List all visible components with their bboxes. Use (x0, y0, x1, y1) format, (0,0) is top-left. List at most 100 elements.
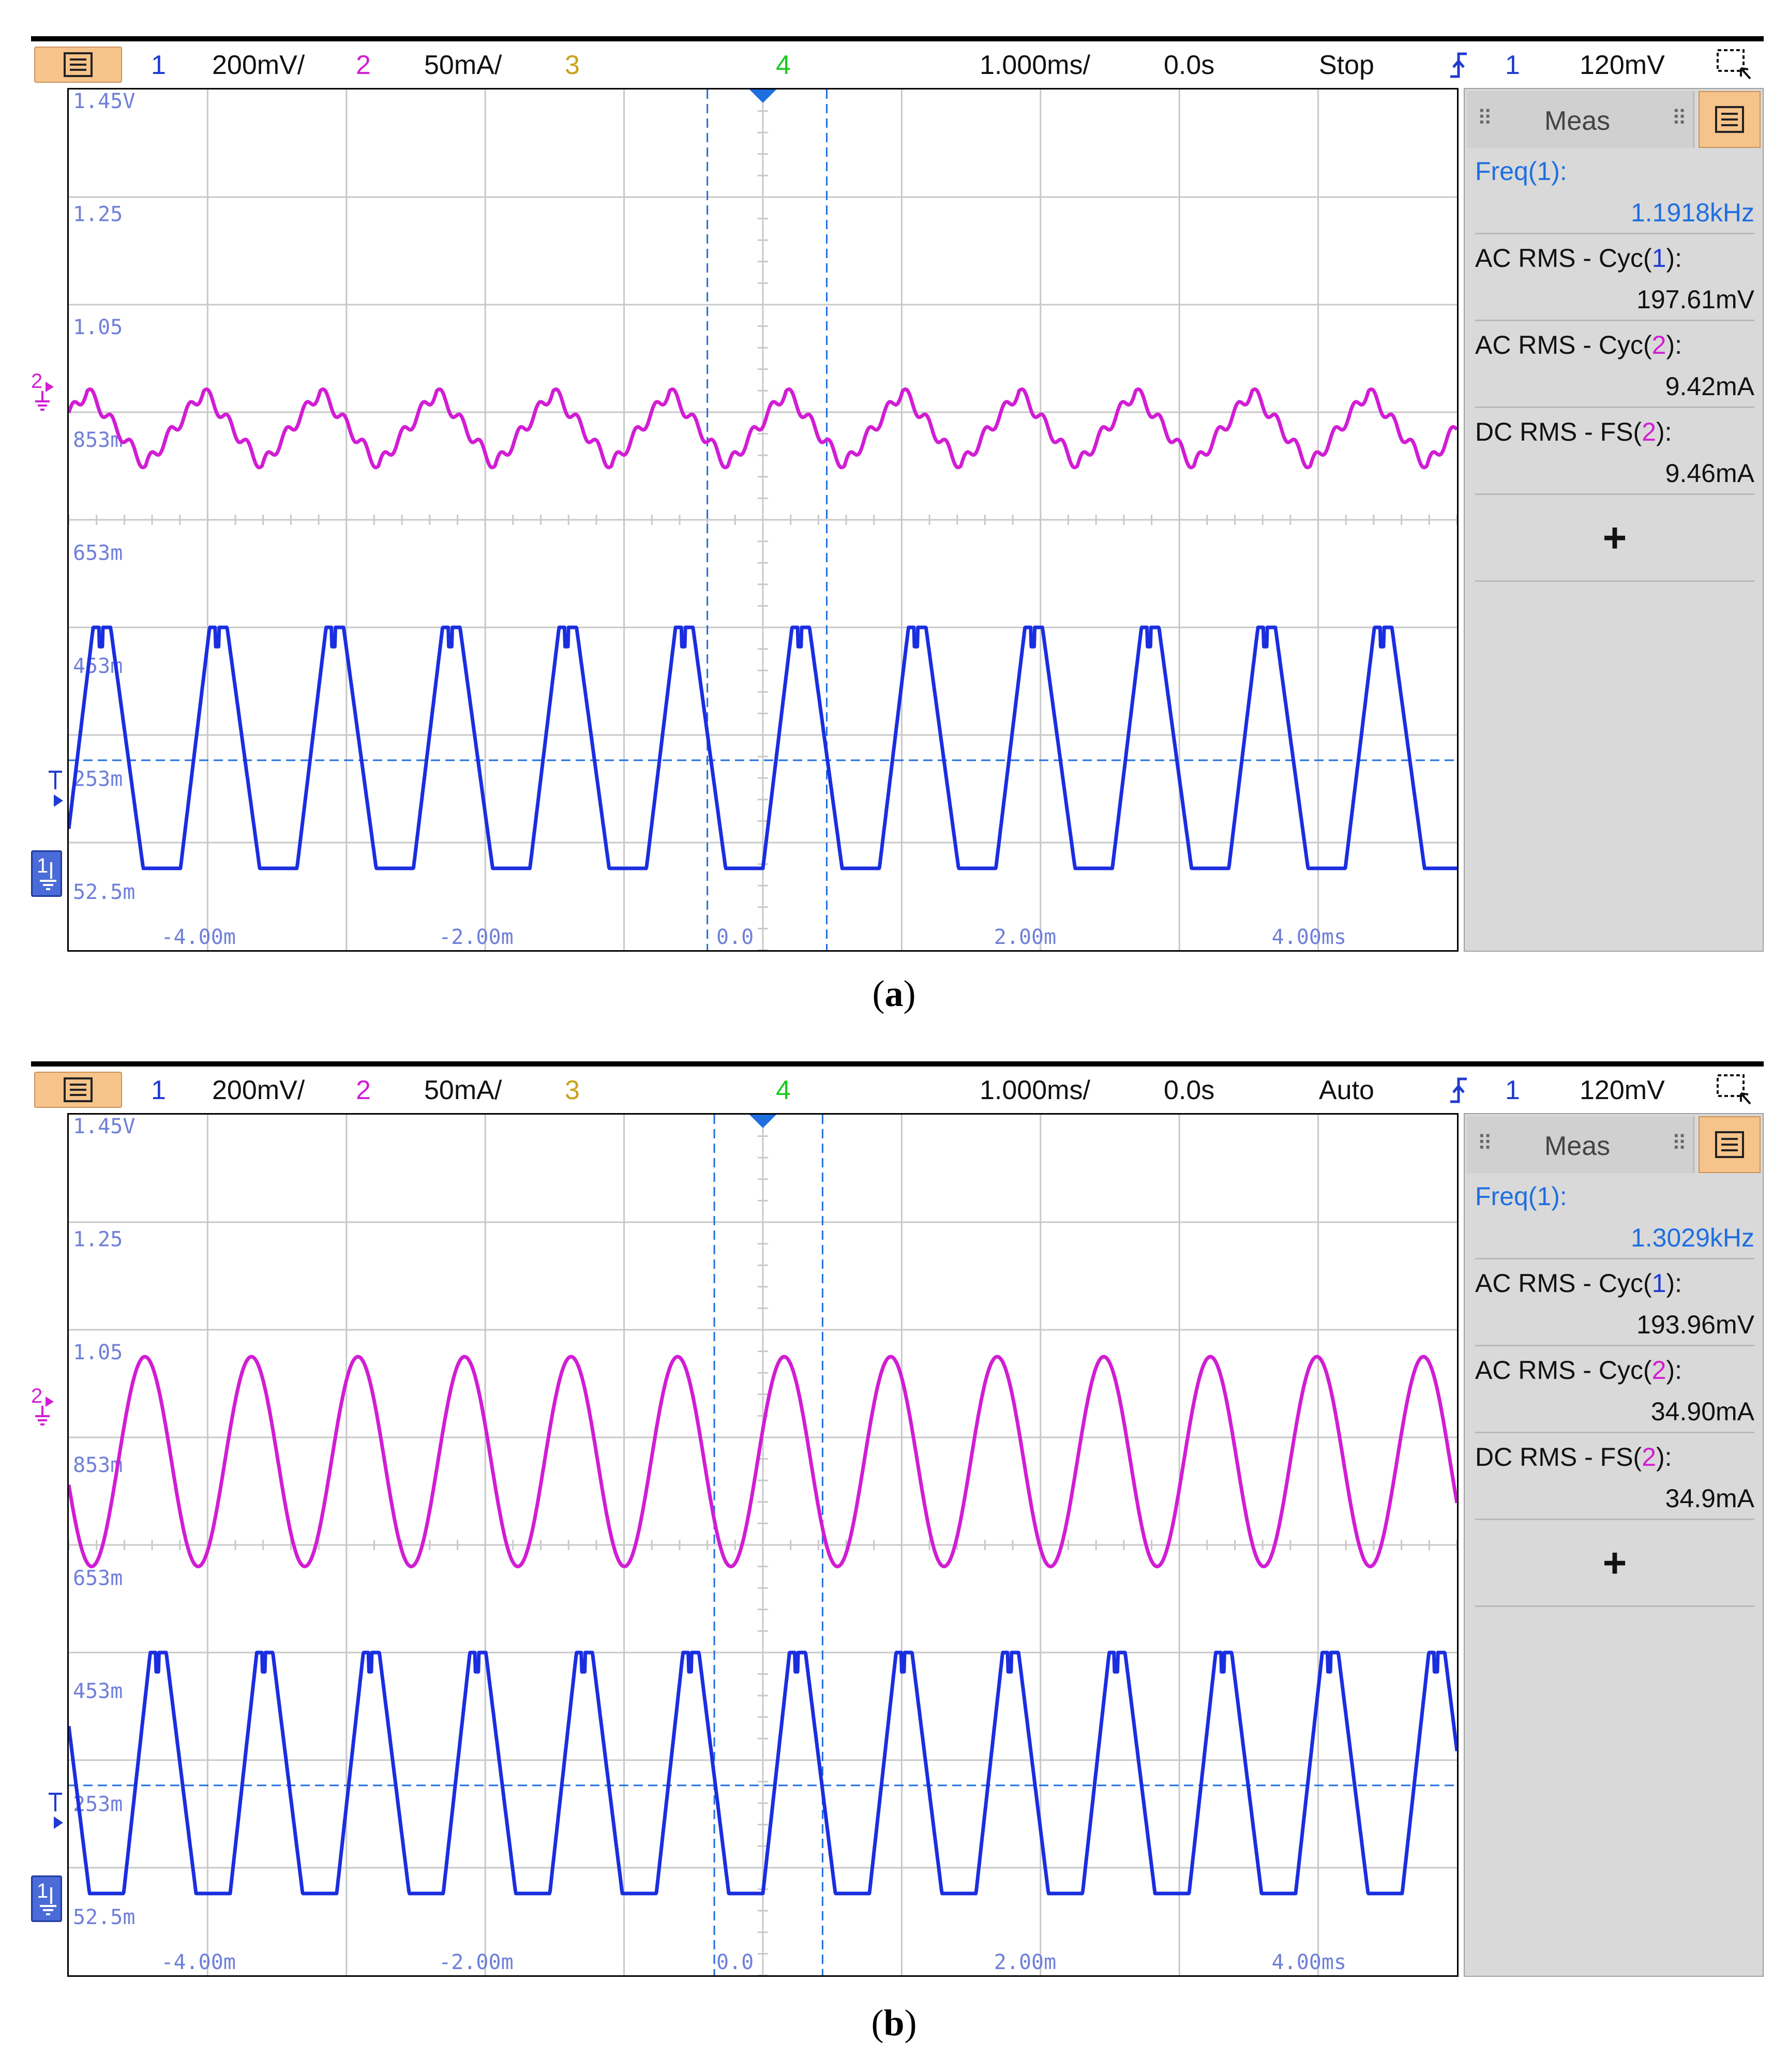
ch2-label[interactable]: 2 (356, 50, 371, 80)
meas-tab[interactable]: ⠿ Meas ⠿ (1467, 91, 1694, 148)
meas-name[interactable]: AC RMS - Cyc(2): (1475, 1355, 1754, 1385)
meas-value: 34.90mA (1650, 1397, 1754, 1426)
run-state[interactable]: Auto (1319, 1075, 1374, 1105)
caption-b: (b) (871, 2002, 917, 2044)
timebase[interactable]: 1.000ms/ (980, 1075, 1090, 1105)
meas-separator (1475, 1345, 1754, 1346)
meas-name-text: ): (1551, 1182, 1567, 1211)
ch1-ground-icon: 1 (37, 1880, 56, 1915)
meas-name-text: ): (1666, 1356, 1682, 1385)
meas-name-text: ): (1656, 417, 1672, 446)
meas-value: 1.3029kHz (1630, 1223, 1754, 1252)
y-tick-label: 1.25 (73, 1227, 123, 1251)
ch1-scale[interactable]: 200mV/ (212, 1075, 305, 1105)
series-ch1-trace (69, 1650, 1457, 1896)
meas-separator (1475, 580, 1754, 582)
y-tick-label: 453m (73, 1679, 123, 1703)
trigger-level-marker[interactable] (47, 1791, 67, 1832)
meas-name-text: Freq( (1475, 1182, 1537, 1211)
menu-icon (64, 52, 93, 77)
meas-separator (1475, 493, 1754, 495)
main-menu-button[interactable] (34, 47, 122, 83)
meas-name[interactable]: AC RMS - Cyc(2): (1475, 330, 1754, 360)
ch2-label[interactable]: 2 (356, 1075, 371, 1105)
main-menu-button[interactable] (34, 1072, 122, 1108)
trigger-position-marker (749, 89, 776, 103)
trigger-source[interactable]: 1 (1505, 50, 1520, 80)
waveform-plot[interactable]: 1.45V1.251.05853m653m453m253m52.5m-4.00m… (69, 89, 1457, 950)
y-tick-label: 52.5m (73, 880, 135, 904)
delay[interactable]: 0.0s (1164, 50, 1215, 80)
trigger-level[interactable]: 120mV (1580, 1075, 1665, 1105)
add-measurement-button[interactable]: + (1602, 1540, 1627, 1586)
trigger-level[interactable]: 120mV (1580, 50, 1665, 80)
zoom-select-icon[interactable] (1716, 49, 1752, 81)
waveform-display[interactable]: 1.45V 1.25 1.05 853m 653m 453m 253m 52.5m -4.00m… (67, 88, 1459, 952)
y-tick-label: 853m (73, 428, 123, 452)
meas-tab[interactable]: ⠿ Meas ⠿ (1467, 1116, 1694, 1173)
run-state[interactable]: Stop (1319, 50, 1374, 80)
trigger-level-marker[interactable] (47, 769, 67, 810)
ch2-ground-marker[interactable]: 2 (31, 370, 65, 421)
meas-name-text: AC RMS - Cyc( (1475, 244, 1652, 273)
meas-menu-button[interactable] (1699, 91, 1761, 148)
toolbar: 1 200mV/ 2 50mA/ 3 4 1.000ms/ 0.0s Stop … (31, 36, 1764, 84)
series-ch1-trace (69, 625, 1457, 870)
meas-name[interactable]: Freq(1): (1475, 1181, 1754, 1211)
meas-name[interactable]: AC RMS - Cyc(1): (1475, 243, 1754, 273)
meas-value: 1.1918kHz (1630, 198, 1754, 227)
ch2-ground-icon: 2 (31, 1385, 54, 1425)
zoom-select-icon[interactable] (1716, 1074, 1752, 1106)
ch1-ground-marker[interactable]: 1 (31, 1875, 62, 1922)
meas-name-text: DC RMS - FS( (1475, 417, 1642, 446)
y-tick-label: 653m (73, 1567, 123, 1590)
meas-name[interactable]: DC RMS - FS(2): (1475, 1442, 1754, 1472)
x-tick-label: 4.00ms (1272, 1950, 1347, 1974)
ch2-scale[interactable]: 50mA/ (424, 1075, 502, 1105)
waveform-plot[interactable]: 1.45V1.251.05853m653m453m253m52.5m-4.00m… (69, 1115, 1457, 1975)
ch1-ground-marker[interactable]: 1 (31, 850, 62, 897)
meas-value: 197.61mV (1636, 285, 1754, 314)
meas-menu-button[interactable] (1699, 1116, 1761, 1173)
caption-letter: b (883, 2002, 905, 2044)
ch1-ground-icon: 1 (37, 854, 56, 890)
add-measurement-button[interactable]: + (1602, 515, 1627, 561)
y-tick-label: 653m (73, 542, 123, 565)
meas-value: 9.42mA (1665, 372, 1754, 401)
ch2-ground-marker[interactable]: 2 (31, 1385, 65, 1435)
measurement-panel: ⠿ Meas ⠿ Freq(1): 1.1918kHz AC RMS - Cyc(1… (1464, 88, 1764, 952)
series-ch2-trace (69, 387, 1457, 470)
meas-name[interactable]: AC RMS - Cyc(1): (1475, 1268, 1754, 1298)
waveform-display[interactable]: 1.45V 1.25 1.05 853m 653m 453m 253m 52.5m -4.00m… (67, 1113, 1459, 1977)
x-tick-label: 4.00ms (1272, 925, 1347, 949)
ch2-scale[interactable]: 50mA/ (424, 50, 502, 80)
ch3-label[interactable]: 3 (565, 1075, 580, 1105)
x-tick-label: 2.00m (994, 1950, 1056, 1974)
svg-text:2: 2 (31, 372, 42, 393)
measurement-panel: ⠿ Meas ⠿ Freq(1): 1.3029kHz AC RMS - Cyc(1… (1464, 1113, 1764, 1977)
menu-icon (1715, 1131, 1744, 1158)
x-tick-label: 0.0 (716, 925, 754, 949)
meas-name[interactable]: DC RMS - FS(2): (1475, 417, 1754, 447)
menu-icon (1715, 106, 1744, 133)
timebase[interactable]: 1.000ms/ (980, 50, 1090, 80)
svg-text:2: 2 (31, 1387, 42, 1407)
ch1-scale[interactable]: 200mV/ (212, 50, 305, 80)
ch4-label[interactable]: 4 (776, 50, 791, 80)
x-tick-label: -4.00m (161, 1950, 236, 1974)
meas-name-text: ): (1551, 157, 1567, 186)
trigger-edge-icon[interactable] (1448, 1076, 1469, 1105)
trigger-source[interactable]: 1 (1505, 1075, 1520, 1105)
grip-icon: ⠿ (1672, 107, 1687, 130)
ch1-label[interactable]: 1 (151, 50, 166, 80)
ch1-label[interactable]: 1 (151, 1075, 166, 1105)
delay[interactable]: 0.0s (1164, 1075, 1215, 1105)
ch3-label[interactable]: 3 (565, 50, 580, 80)
ch4-label[interactable]: 4 (776, 1075, 791, 1105)
y-tick-label: 853m (73, 1453, 123, 1477)
x-tick-label: -2.00m (439, 1950, 514, 1974)
trigger-edge-icon[interactable] (1448, 51, 1469, 80)
caption-letter: a (884, 973, 904, 1014)
meas-name-text: AC RMS - Cyc( (1475, 1269, 1652, 1298)
meas-name[interactable]: Freq(1): (1475, 156, 1754, 186)
